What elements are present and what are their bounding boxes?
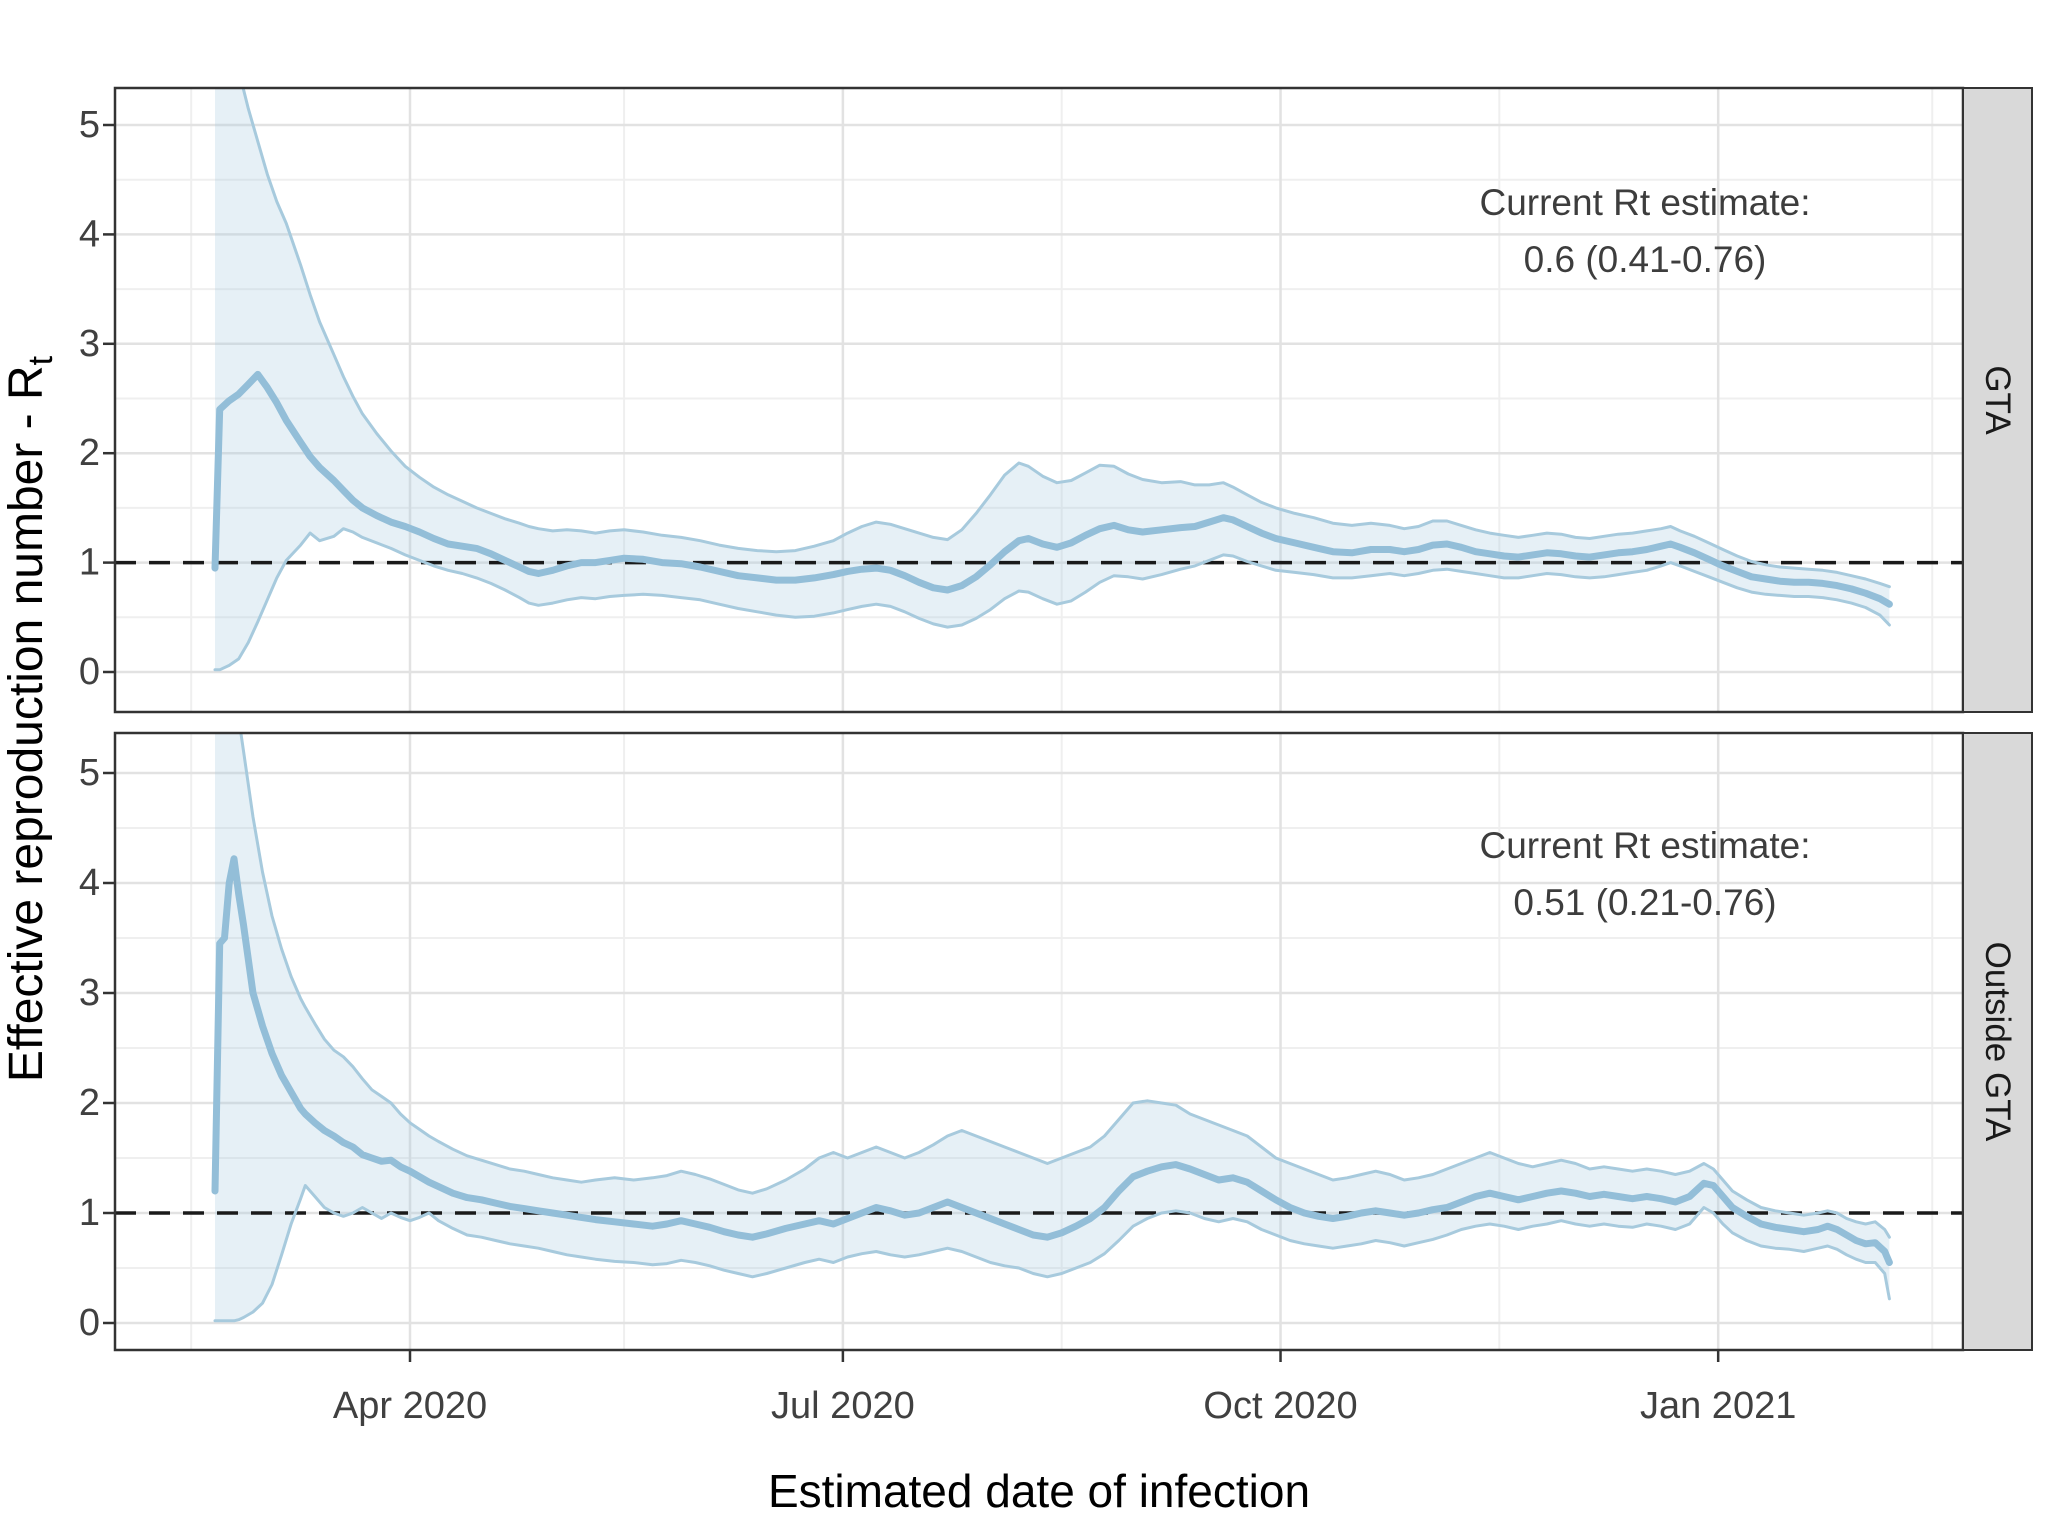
- panel-background: [115, 733, 1963, 1350]
- median-rt-line: [211, 855, 1893, 1266]
- y-tick-label: 2: [79, 1082, 100, 1124]
- y-tick-label: 1: [79, 1192, 100, 1234]
- panel-outside-gta: Current Rt estimate: 0.51 (0.21-0.76) Outs…: [79, 731, 2033, 1352]
- current-rt-annotation-value: 0.6 (0.41-0.76): [1524, 239, 1767, 280]
- facet-strip-label: GTA: [1978, 365, 2017, 435]
- panel-gta: Current Rt estimate: 0.6 (0.41-0.76) GTA 0 1…: [79, 86, 2033, 714]
- x-axis-title: Estimated date of infection: [768, 1465, 1310, 1517]
- x-tick-label: Jan 2021: [1640, 1385, 1796, 1427]
- y-tick-label: 3: [79, 323, 100, 365]
- y-tick-label: 4: [79, 213, 100, 255]
- facet-strip: [1962, 87, 2033, 713]
- x-tick-label: Oct 2020: [1203, 1385, 1357, 1427]
- current-rt-annotation-value: 0.51 (0.21-0.76): [1513, 882, 1776, 923]
- x-tick-label: Apr 2020: [333, 1385, 487, 1427]
- y-tick-label: 0: [79, 1302, 100, 1344]
- facet-strip: [1962, 732, 2033, 1351]
- upper-ci-line: [239, 733, 1891, 1239]
- current-rt-annotation-title: Current Rt estimate:: [1479, 825, 1810, 866]
- y-tick-label: 1: [79, 542, 100, 584]
- x-tick-label: Jul 2020: [771, 1385, 915, 1427]
- current-rt-annotation-title: Current Rt estimate:: [1479, 182, 1810, 223]
- confidence-ribbon: [215, 733, 1890, 1321]
- confidence-ribbon: [215, 88, 1890, 670]
- y-tick-label: 5: [79, 752, 100, 794]
- y-tick-label: 2: [79, 432, 100, 474]
- y-tick-label: 0: [79, 651, 100, 693]
- lower-ci-line: [213, 1184, 1891, 1323]
- median-rt-line: [211, 370, 1893, 608]
- y-tick-label: 3: [79, 972, 100, 1014]
- upper-ci-line: [241, 88, 1891, 589]
- panel-background: [115, 88, 1963, 712]
- y-tick-label: 4: [79, 862, 100, 904]
- facet-strip-label: Outside GTA: [1978, 942, 2017, 1142]
- y-axis-title: Effective reproduction number - Rt: [0, 355, 60, 1082]
- lower-ci-line: [213, 527, 1891, 672]
- y-tick-label: 5: [79, 104, 100, 146]
